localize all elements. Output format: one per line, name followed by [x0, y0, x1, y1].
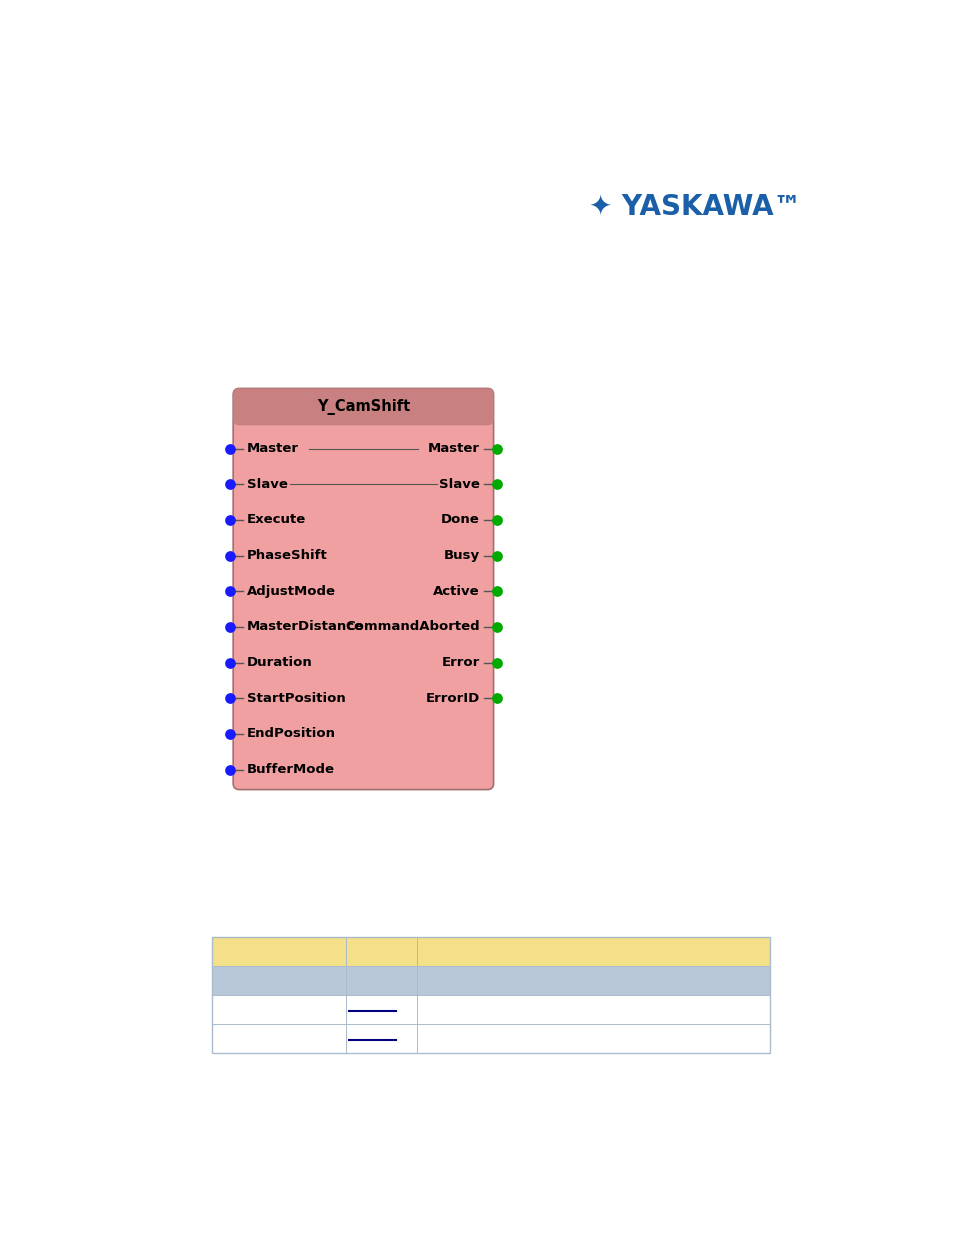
- Text: Master: Master: [427, 442, 479, 454]
- Point: [222, 688, 237, 708]
- Text: Busy: Busy: [443, 550, 479, 562]
- Point: [489, 688, 504, 708]
- Point: [222, 546, 237, 566]
- Bar: [345, 1024, 416, 1053]
- Text: Done: Done: [440, 514, 479, 526]
- Text: AdjustMode: AdjustMode: [247, 584, 335, 598]
- Text: Y_CamShift: Y_CamShift: [316, 399, 410, 415]
- Bar: [212, 937, 345, 966]
- Text: MasterDistance: MasterDistance: [247, 620, 364, 634]
- Point: [222, 474, 237, 494]
- Bar: [239, 406, 487, 419]
- Text: StartPosition: StartPosition: [247, 692, 346, 705]
- Text: Execute: Execute: [247, 514, 306, 526]
- Text: ErrorID: ErrorID: [425, 692, 479, 705]
- Bar: [345, 937, 416, 966]
- Text: EndPosition: EndPosition: [247, 727, 335, 741]
- Point: [222, 760, 237, 779]
- Text: BufferMode: BufferMode: [247, 763, 335, 776]
- Text: PhaseShift: PhaseShift: [247, 550, 328, 562]
- Point: [489, 438, 504, 458]
- Point: [222, 438, 237, 458]
- Point: [489, 546, 504, 566]
- FancyBboxPatch shape: [233, 389, 493, 425]
- Bar: [416, 966, 769, 995]
- Point: [222, 618, 237, 637]
- Text: ✦ YASKAWA™: ✦ YASKAWA™: [588, 191, 801, 220]
- Point: [489, 618, 504, 637]
- Bar: [212, 966, 345, 995]
- Text: Master: Master: [247, 442, 299, 454]
- Bar: [416, 995, 769, 1024]
- Text: Slave: Slave: [247, 478, 288, 490]
- Bar: [212, 937, 769, 1053]
- Point: [222, 582, 237, 601]
- Point: [222, 652, 237, 672]
- Text: Error: Error: [441, 656, 479, 669]
- Point: [489, 510, 504, 530]
- Bar: [416, 937, 769, 966]
- Bar: [345, 995, 416, 1024]
- Point: [222, 510, 237, 530]
- Text: Duration: Duration: [247, 656, 313, 669]
- FancyBboxPatch shape: [233, 389, 493, 789]
- Point: [222, 724, 237, 743]
- Point: [489, 582, 504, 601]
- Bar: [345, 966, 416, 995]
- Point: [489, 474, 504, 494]
- Text: Active: Active: [433, 584, 479, 598]
- Bar: [212, 995, 345, 1024]
- Text: CommandAborted: CommandAborted: [345, 620, 479, 634]
- Bar: [212, 1024, 345, 1053]
- Point: [489, 652, 504, 672]
- Text: Slave: Slave: [438, 478, 479, 490]
- Bar: [416, 1024, 769, 1053]
